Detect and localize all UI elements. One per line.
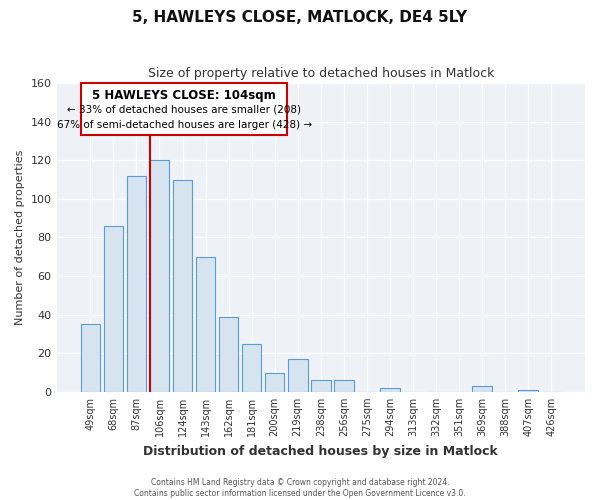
Bar <box>104 226 123 392</box>
X-axis label: Distribution of detached houses by size in Matlock: Distribution of detached houses by size … <box>143 444 498 458</box>
Bar <box>311 380 331 392</box>
Bar <box>265 372 284 392</box>
Bar <box>518 390 538 392</box>
Bar <box>288 359 308 392</box>
Title: Size of property relative to detached houses in Matlock: Size of property relative to detached ho… <box>148 68 494 80</box>
Bar <box>80 324 100 392</box>
Text: 5, HAWLEYS CLOSE, MATLOCK, DE4 5LY: 5, HAWLEYS CLOSE, MATLOCK, DE4 5LY <box>133 10 467 25</box>
Y-axis label: Number of detached properties: Number of detached properties <box>15 150 25 325</box>
Text: 5 HAWLEYS CLOSE: 104sqm: 5 HAWLEYS CLOSE: 104sqm <box>92 89 276 102</box>
Bar <box>196 256 215 392</box>
Bar <box>173 180 193 392</box>
Bar <box>81 83 287 135</box>
Text: ← 33% of detached houses are smaller (208): ← 33% of detached houses are smaller (20… <box>67 104 301 115</box>
Bar <box>334 380 353 392</box>
Text: Contains HM Land Registry data © Crown copyright and database right 2024.
Contai: Contains HM Land Registry data © Crown c… <box>134 478 466 498</box>
Bar <box>242 344 262 392</box>
Text: 67% of semi-detached houses are larger (428) →: 67% of semi-detached houses are larger (… <box>56 120 312 130</box>
Bar <box>219 316 238 392</box>
Bar <box>127 176 146 392</box>
Bar <box>380 388 400 392</box>
Bar <box>149 160 169 392</box>
Bar <box>472 386 492 392</box>
